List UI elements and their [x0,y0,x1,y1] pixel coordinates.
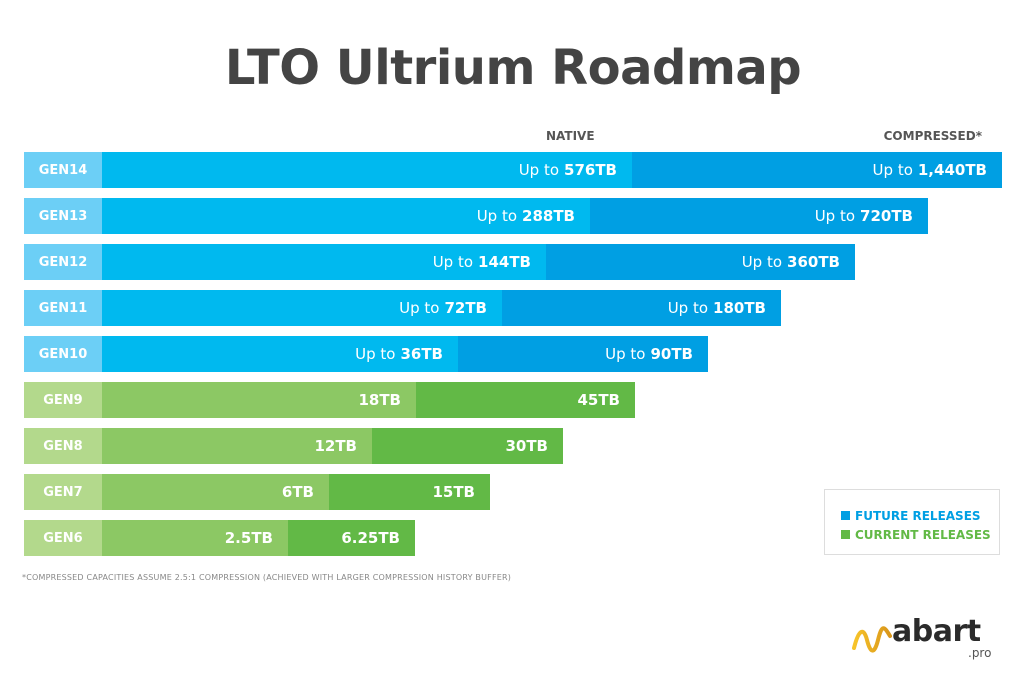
native-bar: Up to 288TB [102,198,590,234]
native-value-label: 6TB [281,483,314,501]
native-value-label: 18TB [358,391,401,409]
bar-row-gen11: GEN11 Up to 180TB Up to 72TB [24,290,781,326]
native-bar: 6TB [102,474,329,510]
compressed-value-label: 360TB [787,253,840,271]
native-bar: 2.5TB [102,520,288,556]
native-prefix: Up to [399,299,440,317]
bar-row-gen13: GEN13 Up to 720TB Up to 288TB [24,198,928,234]
logo-wordmark: abart [892,614,981,649]
generation-label: GEN12 [24,244,102,280]
bar-row-gen6: GEN6 6.25TB 2.5TB [24,520,415,556]
native-bar: Up to 72TB [102,290,502,326]
compressed-value-label: 45TB [577,391,620,409]
bar-row-gen9: GEN9 45TB 18TB [24,382,635,418]
legend-label-future: FUTURE RELEASES [855,508,981,523]
bar-row-gen8: GEN8 30TB 12TB [24,428,563,464]
compressed-value-label: 1,440TB [917,161,987,179]
native-value-label: 576TB [564,161,617,179]
compressed-value-label: 6.25TB [341,529,400,547]
native-bar: 18TB [102,382,416,418]
abart-logo[interactable]: abart .pro [852,614,1004,664]
legend-label-current: CURRENT RELEASES [855,527,991,542]
logo-suffix: .pro [968,646,992,660]
footnote: *COMPRESSED CAPACITIES ASSUME 2.5:1 COMP… [22,573,512,582]
native-prefix: Up to [355,345,396,363]
generation-label: GEN14 [24,152,102,188]
generation-label: GEN8 [24,428,102,464]
native-value-label: 144TB [478,253,531,271]
native-prefix: Up to [432,253,474,271]
generation-label: GEN7 [24,474,102,510]
generation-label: GEN11 [24,290,102,326]
native-value-label: 2.5TB [224,529,273,547]
bar-row-gen10: GEN10 Up to 90TB Up to 36TB [24,336,708,372]
compressed-value-label: 720TB [860,207,913,225]
legend-item-future: FUTURE RELEASES [841,506,999,525]
compressed-prefix: Up to [814,207,856,225]
compressed-value-label: 180TB [713,299,766,317]
compressed-prefix: Up to [872,161,913,179]
native-value-label: 12TB [314,437,357,455]
generation-label: GEN6 [24,520,102,556]
native-bar: Up to 576TB [102,152,632,188]
compressed-prefix: Up to [741,253,783,271]
native-value-label: 72TB [444,299,487,317]
compressed-value-label: 90TB [650,345,693,363]
legend-item-current: CURRENT RELEASES [841,525,999,544]
legend: FUTURE RELEASES CURRENT RELEASES [824,489,1000,555]
generation-label: GEN9 [24,382,102,418]
compressed-prefix: Up to [605,345,646,363]
bar-row-gen14: GEN14 Up to 1,440TB Up to 576TB [24,152,1002,188]
compressed-column-header: COMPRESSED* [883,129,982,143]
chart-title: LTO Ultrium Roadmap [224,40,802,96]
compressed-prefix: Up to [667,299,709,317]
native-column-header: NATIVE [546,129,595,143]
native-value-label: 288TB [522,207,575,225]
compressed-value-label: 30TB [505,437,548,455]
compressed-value-label: 15TB [432,483,475,501]
legend-swatch-future [841,511,850,520]
native-prefix: Up to [518,161,560,179]
generation-label: GEN13 [24,198,102,234]
native-prefix: Up to [476,207,518,225]
native-bar: Up to 144TB [102,244,546,280]
native-bar: 12TB [102,428,372,464]
bar-row-gen12: GEN12 Up to 360TB Up to 144TB [24,244,855,280]
native-bar: Up to 36TB [102,336,458,372]
native-value-label: 36TB [400,345,443,363]
generation-label: GEN10 [24,336,102,372]
wave-logo-icon [852,626,892,653]
bar-row-gen7: GEN7 15TB 6TB [24,474,490,510]
legend-swatch-current [841,530,850,539]
